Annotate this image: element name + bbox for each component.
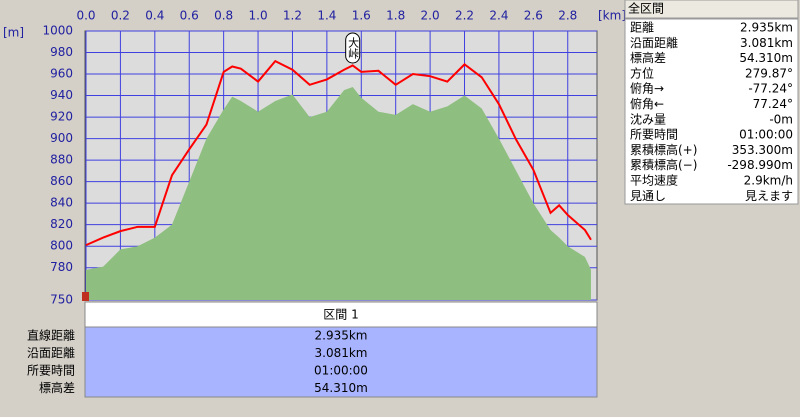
x-axis-label: [km] [598,9,626,23]
panel-label: 距離 [630,21,654,35]
section-title: 区間 1 [323,308,358,322]
x-tick-label: 2.8 [558,9,577,23]
y-axis-label: [m] [3,26,24,40]
row-value: 54.310m [314,381,368,395]
panel-label: 方位 [630,65,654,80]
annotation-box [345,32,361,64]
panel-title: 全区間 [628,1,664,16]
y-tick-label: 920 [50,110,73,124]
terrain-area [86,86,591,301]
x-tick-label: 1.0 [249,9,268,23]
x-tick-label: 0.0 [76,9,95,23]
y-tick-label: 880 [50,153,73,167]
x-tick-label: 0.2 [111,9,130,23]
panel-label: 見通し [630,189,666,203]
panel-value: -298.990m [727,158,793,172]
panel-label: 累積標高(−) [630,157,697,172]
y-tick-label: 780 [50,260,73,274]
row-label: 標高差 [39,380,75,395]
x-tick-label: 0.6 [180,9,199,23]
route-line [85,59,592,247]
panel-value: 2.935km [740,21,793,35]
panel-label: 平均速度 [630,173,678,188]
x-tick-label: 2.4 [489,9,508,23]
panel-value: 見えます [745,189,793,203]
y-tick-label: 860 [50,174,73,188]
row-value: 3.081km [315,346,368,360]
panel-header [624,0,799,19]
row-label: 直線距離 [27,328,75,343]
y-tick-label: 1000 [42,24,73,38]
panel-value: 01:00:00 [739,128,793,142]
y-tick-label: 960 [50,67,73,81]
row-label: 沿面距離 [27,346,75,360]
panel-body [624,18,799,205]
x-tick-label: 2.6 [524,9,543,23]
panel-label: 沈み量 [630,111,666,126]
y-tick-label: 980 [50,45,73,59]
row-value: 01:00:00 [314,364,368,378]
panel-value: 3.081km [740,36,793,50]
y-tick-label: 820 [50,217,73,231]
y-tick-label: 800 [50,239,73,253]
panel-value: -0m [769,112,793,126]
panel-label: 俯角→ [630,81,664,96]
panel-label: 俯角← [630,96,664,111]
y-tick-label: 750 [50,293,73,307]
y-tick-label: 940 [50,88,73,102]
panel-value: 54.310m [739,51,793,65]
panel-label: 所要時間 [630,128,678,142]
annotation: 大峠 [347,36,360,60]
panel-label: 標高差 [630,50,666,65]
x-tick-label: 1.4 [317,9,336,23]
x-tick-label: 0.8 [214,9,233,23]
x-tick-label: 1.6 [352,9,371,23]
row-label: 所要時間 [27,364,75,378]
y-tick-label: 840 [50,196,73,210]
panel-label: 沿面距離 [630,36,678,50]
start-marker [82,292,89,301]
panel-value: 77.24° [753,97,793,111]
x-tick-label: 1.8 [386,9,405,23]
x-tick-label: 0.4 [145,9,164,23]
panel-label: 累積標高(+) [630,142,697,157]
section-header [84,301,598,328]
row-value: 2.935km [315,329,368,343]
y-tick-label: 900 [50,131,73,145]
x-tick-label: 1.2 [283,9,302,23]
panel-value: 353.300m [732,143,793,157]
panel-value: 2.9km/h [744,174,793,188]
section-body [84,326,598,398]
x-tick-label: 2.0 [421,9,440,23]
panel-value: 279.87° [745,66,793,80]
x-tick-label: 2.2 [455,9,474,23]
panel-value: -77.24° [748,82,793,96]
